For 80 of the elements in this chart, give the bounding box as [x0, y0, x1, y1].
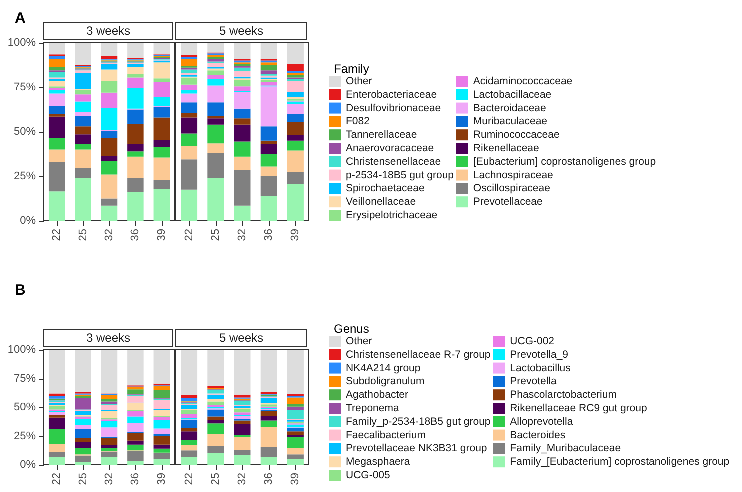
legend-label: Erysipelotrichaceae [346, 210, 438, 222]
legend-label: Muribaculaceae [473, 116, 548, 128]
legend-label: Bacteroides [510, 429, 566, 442]
x-tick-label: 39 [290, 229, 302, 242]
y-tick-label: 50% [14, 126, 36, 138]
x-tick-label: 22 [51, 229, 64, 242]
legend-label: Ruminococcaceae [473, 129, 560, 142]
chart-title: A [15, 10, 26, 27]
legend-label: Other [346, 336, 373, 348]
x-tick-label: 22 [51, 473, 64, 486]
y-tick-label: 0% [20, 215, 36, 227]
legend-label: Oscillospiraceae [473, 182, 551, 195]
legend-label: F082 [346, 116, 370, 128]
legend-label: Megasphaera [346, 456, 410, 468]
legend-label: Faecalibacterium [346, 429, 426, 442]
x-tick-label: 22 [183, 473, 196, 486]
legend-label: Other [346, 76, 373, 88]
legend-label: Christensenellaceae [346, 156, 442, 168]
legend-label: p-2534-18B5 gut group [346, 169, 454, 182]
chart-title: B [15, 282, 26, 299]
legend-label: UCG-002 [510, 336, 555, 348]
legend-label: Lactobacillus [510, 362, 571, 374]
legend-label: Veillonellaceae [346, 196, 416, 208]
legend-label: Family_Muribaculaceae [510, 442, 622, 455]
x-tick-label: 25 [77, 473, 90, 486]
legend-label: Prevotella_9 [510, 348, 569, 361]
y-tick-label: 0% [20, 459, 36, 471]
x-tick-label: 25 [210, 473, 222, 486]
x-tick-label: 39 [156, 473, 168, 486]
y-tick-label: 75% [14, 372, 36, 385]
legend-label: Bacteroidaceae [473, 102, 547, 114]
legend-label: Anaerovoracaceae [346, 142, 434, 154]
x-tick-label: 32 [104, 229, 116, 242]
legend-title: Family [334, 62, 370, 76]
x-tick-label: 36 [263, 473, 276, 486]
y-tick-label: 100% [8, 344, 36, 356]
legend-label: Rikenellaceae [473, 142, 540, 154]
x-tick-label: 32 [236, 229, 248, 242]
legend-label: Rikenellaceae RC9 gut group [510, 402, 648, 414]
legend-label: NK4A214 group [346, 362, 421, 374]
x-tick-label: 39 [290, 473, 302, 486]
chart-subtitle: 3 weeks [86, 331, 131, 345]
legend-label: UCG-005 [346, 470, 391, 482]
x-tick-label: 36 [130, 229, 142, 242]
legend-label: Enterobacteriaceae [346, 88, 438, 101]
y-tick-label: 50% [14, 402, 36, 414]
chart-subtitle: 5 weeks [219, 331, 264, 345]
legend-label: Prevotella [510, 376, 558, 388]
legend-label: Acidaminococcaceae [473, 76, 573, 88]
x-tick-label: 36 [130, 473, 142, 486]
legend-label: Treponema [346, 402, 400, 414]
legend-label: Subdoligranulum [346, 376, 426, 388]
legend-label: Lachnospiraceae [473, 169, 554, 182]
legend-label: Desulfovibrionaceae [346, 102, 442, 114]
x-tick-label: 36 [263, 229, 276, 242]
y-tick-label: 75% [14, 82, 36, 94]
legend-label: Spirochaetaceae [346, 182, 425, 195]
legend-label: [Eubacterium] coprostanoligenes group [473, 156, 656, 168]
y-tick-label: 25% [14, 430, 36, 442]
legend-label: Christensenellaceae R-7 group [346, 348, 491, 361]
x-tick-label: 39 [156, 229, 168, 242]
x-tick-label: 32 [104, 473, 116, 486]
legend-label: Prevotellaceae NK3B31 group [346, 442, 488, 455]
legend-label: Lactobacillaceae [473, 88, 552, 101]
legend-label: Prevotellaceae [473, 196, 544, 208]
legend-label: Tannerellaceae [346, 129, 418, 142]
legend-title: Genus [334, 322, 370, 336]
y-tick-label: 100% [8, 37, 36, 49]
legend-label: Family_[Eubacterium] coprostanoligenes group [510, 456, 730, 468]
legend-label: Agathobacter [346, 389, 409, 402]
chart-subtitle: 5 weeks [219, 24, 264, 38]
x-tick-label: 32 [236, 473, 248, 486]
chart-subtitle: 3 weeks [86, 24, 131, 38]
legend-label: Family_p-2534-18B5 gut group [346, 416, 491, 428]
x-tick-label: 22 [183, 229, 196, 242]
x-tick-label: 25 [77, 229, 90, 242]
legend-label: Phascolarctobacterium [510, 389, 618, 402]
y-tick-label: 25% [14, 170, 36, 182]
x-tick-label: 25 [210, 229, 222, 242]
legend-label: Alloprevotella [510, 416, 574, 428]
